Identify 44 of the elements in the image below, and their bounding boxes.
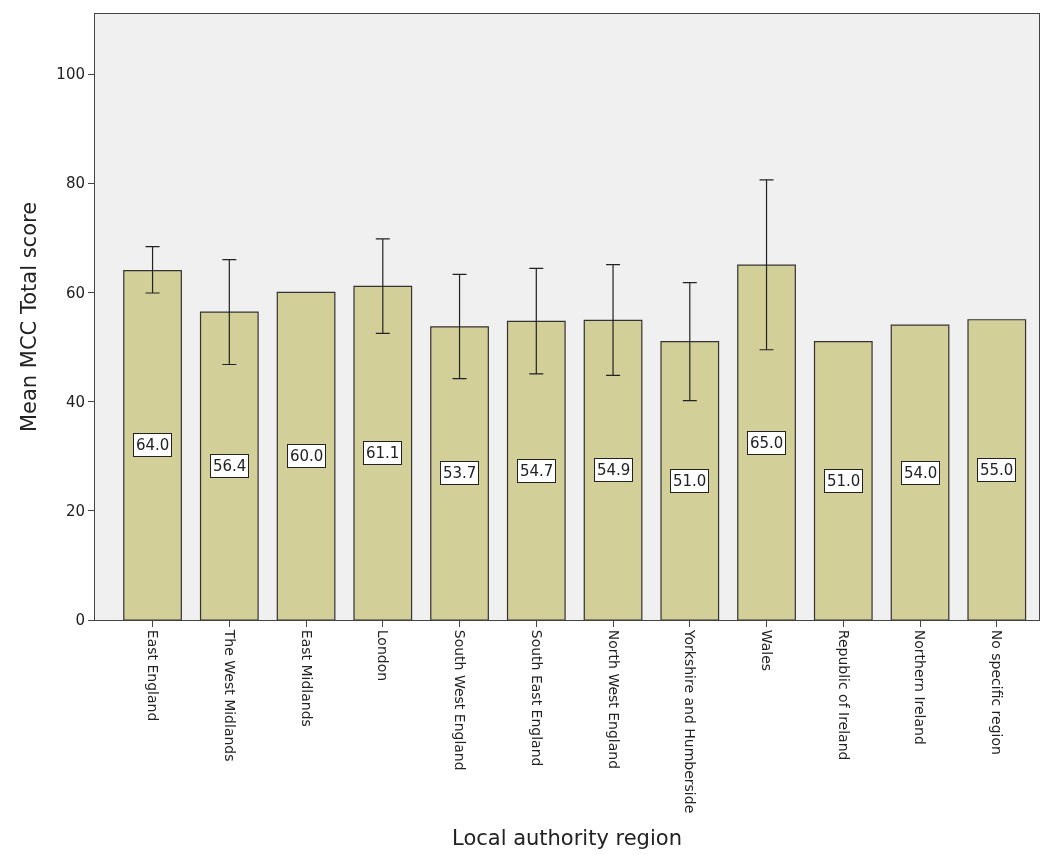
data-label: 53.7: [443, 464, 477, 482]
data-label: 61.1: [366, 444, 400, 462]
y-tick-label: 40: [65, 392, 85, 411]
data-label: 51.0: [827, 472, 861, 490]
y-tick-label: 80: [65, 174, 85, 193]
y-tick-label: 100: [56, 65, 85, 84]
bar: [123, 269, 182, 620]
data-label: 54.9: [597, 461, 631, 479]
data-label: 56.4: [213, 457, 247, 475]
x-axis-title: Local authority region: [452, 826, 682, 851]
x-tick-label: East England: [145, 629, 162, 722]
data-label: 64.0: [136, 436, 170, 454]
x-tick-label: Republic of Ireland: [835, 629, 852, 761]
data-label: 65.0: [750, 434, 784, 452]
data-label: 60.0: [290, 447, 324, 465]
x-tick-label: The West Midlands: [221, 628, 238, 762]
x-tick-label: North West England: [605, 629, 622, 770]
bar: [967, 319, 1027, 620]
y-axis-title: Mean MCC Total score: [16, 201, 41, 433]
x-tick-label: Yorkshire and Humberside: [682, 628, 699, 814]
x-tick-label: South East England: [528, 629, 545, 767]
bar: [583, 319, 643, 620]
data-label: 55.0: [980, 461, 1014, 479]
bar: [430, 326, 489, 620]
x-tick-label: South West England: [452, 629, 468, 771]
bar: [737, 264, 796, 620]
bar: [353, 285, 413, 620]
x-tick-label: East Midlands: [298, 629, 315, 727]
x-tick-label: London: [375, 629, 392, 682]
bar: [506, 320, 566, 620]
y-tick-label: 20: [65, 502, 85, 521]
bar: [660, 340, 720, 620]
bar: [276, 291, 336, 620]
x-tick-label: Northern Ireland: [912, 629, 929, 745]
data-label: 54.0: [904, 464, 938, 482]
bar: [199, 311, 259, 620]
data-label: 51.0: [673, 472, 707, 490]
x-tick-label: No specific region: [989, 629, 1006, 755]
bar: [813, 340, 873, 620]
y-tick-label: 60: [65, 283, 85, 302]
y-tick-label: 0: [75, 611, 85, 630]
x-tick-label: Wales: [758, 629, 775, 672]
data-label: 54.7: [520, 462, 554, 480]
bar: [890, 324, 950, 620]
